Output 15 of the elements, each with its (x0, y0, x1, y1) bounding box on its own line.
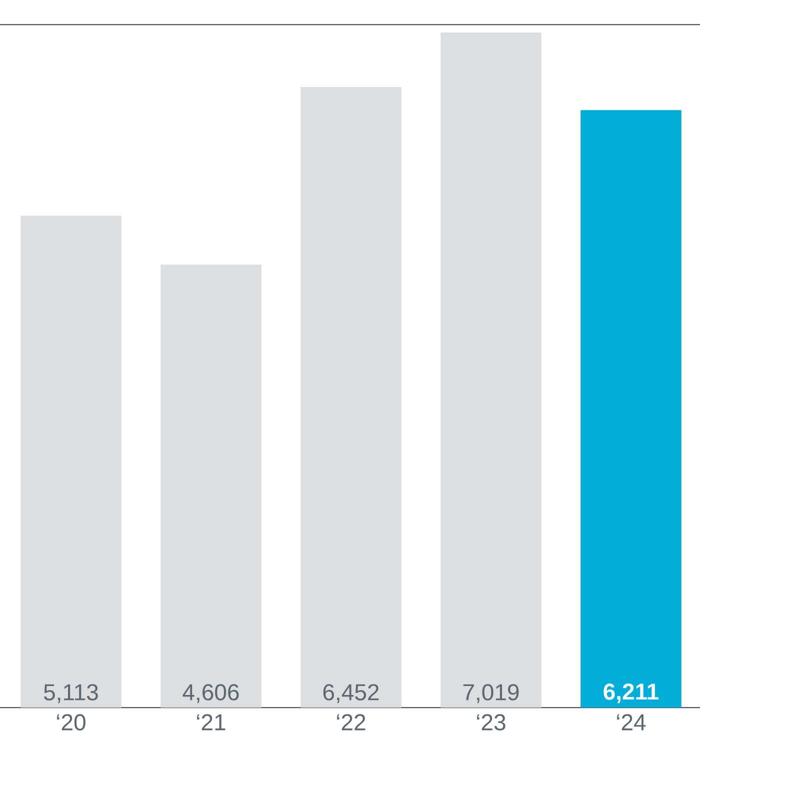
bar (440, 32, 542, 708)
data-label: 6,452 (323, 684, 379, 704)
x-tick-label: ‘20 (57, 714, 86, 730)
bar (20, 216, 122, 708)
data-label: 7,019 (463, 684, 519, 704)
bar (300, 86, 402, 708)
x-tick-label: ‘21 (197, 714, 226, 730)
bar (580, 110, 682, 708)
bar (160, 264, 262, 708)
data-label: 6,211 (604, 684, 658, 704)
data-label: 5,113 (44, 684, 98, 704)
x-tick-label: ‘23 (477, 714, 506, 730)
x-tick-label: ‘24 (617, 714, 646, 730)
data-label: 4,606 (182, 684, 239, 704)
x-tick-label: ‘22 (337, 714, 366, 730)
